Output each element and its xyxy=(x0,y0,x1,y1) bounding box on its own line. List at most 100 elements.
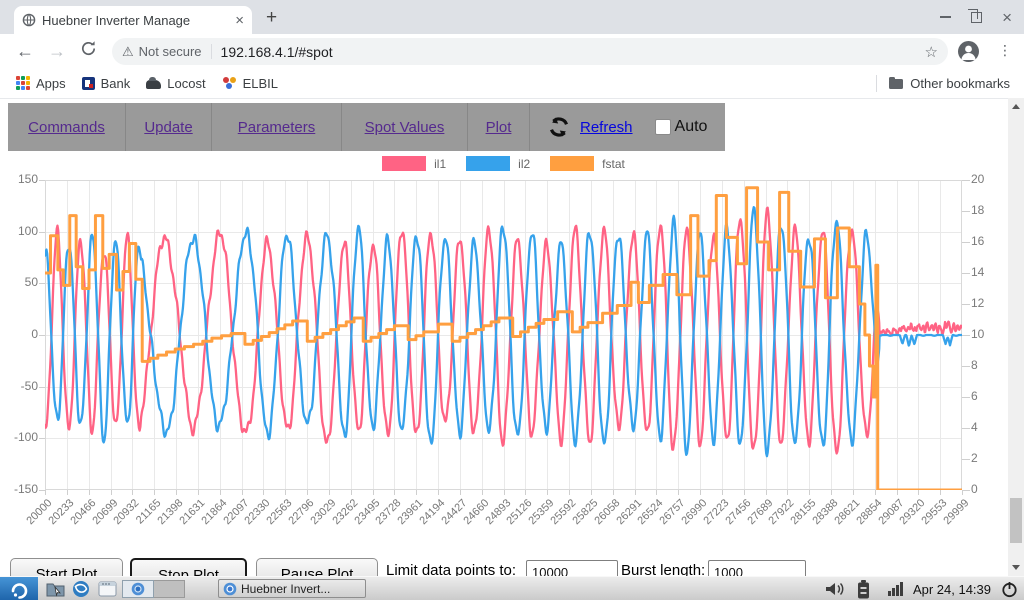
y-axis-right-tick xyxy=(962,211,970,212)
reload-icon[interactable] xyxy=(80,40,97,57)
browser-tab[interactable]: Huebner Inverter Manage × xyxy=(14,6,252,34)
bookmark-item[interactable]: ELBIL xyxy=(222,76,278,91)
url-text[interactable]: 192.168.4.1/#spot xyxy=(221,44,925,60)
desktop-taskbar: Huebner Invert... Apr 24, 14:39 xyxy=(0,576,1024,600)
y-axis-right-tick xyxy=(962,180,970,181)
nav-link-update[interactable]: Update xyxy=(144,119,192,136)
nav-link-spot-values[interactable]: Spot Values xyxy=(365,119,445,136)
scroll-up-icon[interactable] xyxy=(1012,104,1020,109)
x-axis-tick xyxy=(875,490,876,495)
chromium-icon xyxy=(223,582,237,596)
taskbar-window-label: Huebner Invert... xyxy=(241,582,330,596)
x-axis-tick xyxy=(656,490,657,495)
legend-item-il1[interactable]: il1 xyxy=(382,156,446,171)
pager-desktop-2[interactable] xyxy=(154,580,185,598)
y-axis-right-tick xyxy=(962,459,970,460)
nav-link-commands[interactable]: Commands xyxy=(28,119,105,136)
y-axis-right-tick xyxy=(962,397,970,398)
y-axis-right-tick-label: 8 xyxy=(971,358,978,372)
taskbar-window-button[interactable]: Huebner Invert... xyxy=(218,579,366,598)
x-axis-tick xyxy=(307,490,308,495)
bookmark-star-icon[interactable]: ☆ xyxy=(925,43,938,61)
network-signal-icon[interactable] xyxy=(888,582,903,596)
y-axis-left-tick-label: -50 xyxy=(2,379,38,393)
y-axis-left-tick xyxy=(39,335,45,336)
tab-strip: Huebner Inverter Manage × + × xyxy=(0,0,1024,34)
nav-cell-spot-values: Spot Values xyxy=(342,103,468,151)
y-axis-right-tick xyxy=(962,304,970,305)
desktop-pager[interactable] xyxy=(122,580,185,598)
taskbar-clock[interactable]: Apr 24, 14:39 xyxy=(913,582,991,597)
security-label[interactable]: Not secure xyxy=(139,44,202,59)
auto-checkbox[interactable] xyxy=(655,119,671,135)
power-icon[interactable] xyxy=(1001,581,1018,598)
minimize-icon[interactable] xyxy=(940,16,951,18)
y-axis-left-tick xyxy=(39,283,45,284)
y-axis-right-tick xyxy=(962,335,970,336)
window-close-icon[interactable]: × xyxy=(1002,9,1012,26)
tab-close-icon[interactable]: × xyxy=(235,13,244,28)
y-axis-right-tick-label: 16 xyxy=(971,234,984,248)
refresh-icon[interactable] xyxy=(546,114,572,140)
folder-icon xyxy=(889,79,903,89)
legend-item-il2[interactable]: il2 xyxy=(466,156,530,171)
new-tab-button[interactable]: + xyxy=(266,8,277,27)
y-axis-right-tick xyxy=(962,242,970,243)
address-bar[interactable]: ⚠ Not secure 192.168.4.1/#spot ☆ xyxy=(112,38,948,65)
restore-icon[interactable] xyxy=(971,12,982,23)
file-manager-icon[interactable] xyxy=(44,579,66,599)
pager-desktop-1[interactable] xyxy=(122,580,154,598)
y-axis-right-tick xyxy=(962,428,970,429)
window-controls: × xyxy=(940,0,1024,34)
y-axis-left-tick-label: -150 xyxy=(2,482,38,496)
y-axis-right-tick-label: 2 xyxy=(971,451,978,465)
bookmark-item[interactable]: Bank xyxy=(82,76,131,91)
bookmark-item[interactable]: Locost xyxy=(146,76,205,91)
x-axis-tick xyxy=(700,490,701,495)
nav-cell-parameters: Parameters xyxy=(212,103,342,151)
y-axis-left-tick-label: 50 xyxy=(2,275,38,289)
profile-avatar[interactable] xyxy=(958,41,979,62)
scrollbar-thumb[interactable] xyxy=(1010,498,1022,543)
apps-grid-icon xyxy=(16,76,30,90)
x-axis-tick xyxy=(831,490,832,495)
refresh-link[interactable]: Refresh xyxy=(580,119,633,136)
auto-label: Auto xyxy=(675,118,708,136)
x-axis-tick xyxy=(111,490,112,495)
legend-item-fstat[interactable]: fstat xyxy=(550,156,625,171)
x-axis-tick xyxy=(569,490,570,495)
nav-link-parameters[interactable]: Parameters xyxy=(238,119,316,136)
start-menu-button[interactable] xyxy=(0,577,38,600)
bookmark-label: ELBIL xyxy=(243,76,278,91)
x-axis-tick xyxy=(263,490,264,495)
window-app-icon[interactable] xyxy=(96,579,118,599)
volume-icon[interactable] xyxy=(825,581,847,597)
back-icon[interactable]: ← xyxy=(16,38,34,64)
x-axis-tick xyxy=(591,490,592,495)
lubuntu-swirl-icon xyxy=(9,579,29,599)
browser-menu-icon[interactable]: ⋮ xyxy=(998,42,1012,59)
x-axis-tick xyxy=(438,490,439,495)
other-bookmarks[interactable]: Other bookmarks xyxy=(876,75,1010,92)
x-axis-tick xyxy=(394,490,395,495)
bookmark-item[interactable]: Apps xyxy=(16,76,66,91)
nav-cell-commands: Commands xyxy=(8,103,126,151)
y-axis-left-tick-label: 0 xyxy=(2,327,38,341)
x-axis-tick xyxy=(67,490,68,495)
x-axis-tick xyxy=(678,490,679,495)
x-axis-tick xyxy=(351,490,352,495)
tab-title: Huebner Inverter Manage xyxy=(42,13,227,28)
y-axis-left-tick-label: 150 xyxy=(2,172,38,186)
bookmark-items: Apps Bank Locost ELBIL xyxy=(0,76,278,91)
refresh-section: Refresh Auto xyxy=(530,103,725,151)
page-scrollbar[interactable] xyxy=(1008,98,1024,576)
battery-icon[interactable] xyxy=(857,580,870,599)
x-axis-tick xyxy=(154,490,155,495)
x-axis-tick xyxy=(220,490,221,495)
bank-icon xyxy=(82,77,95,90)
not-secure-warning-icon: ⚠ xyxy=(122,44,134,60)
elbil-icon xyxy=(222,77,237,90)
browser-ball-icon[interactable] xyxy=(70,579,92,599)
omnibox-divider xyxy=(211,44,212,59)
nav-link-plot[interactable]: Plot xyxy=(486,119,512,136)
